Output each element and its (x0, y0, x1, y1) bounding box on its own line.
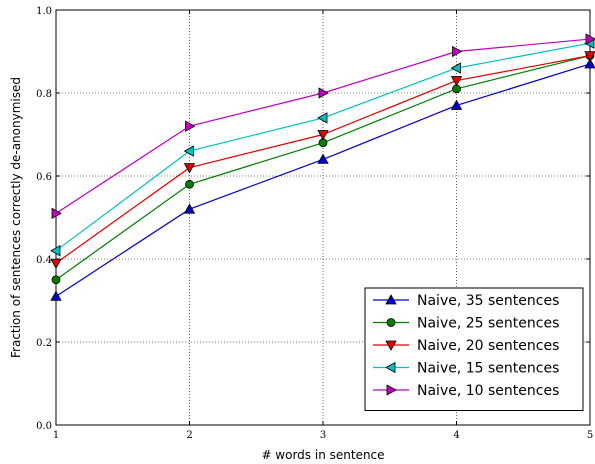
data-point (584, 58, 595, 69)
data-point (185, 179, 194, 189)
legend-entry: Naive, 10 sentences (373, 383, 559, 399)
legend-entry: Naive, 20 sentences (373, 338, 559, 354)
legend-label: Naive, 10 sentences (417, 383, 559, 399)
data-point (50, 290, 62, 301)
data-point (584, 51, 595, 62)
data-point (50, 245, 61, 257)
legend-marker (386, 318, 396, 327)
data-point (585, 33, 595, 45)
x-tick-label: 3 (320, 430, 326, 441)
legend-entry: Naive, 35 sentences (373, 293, 559, 309)
ticks: 1 2 3 4 5 0.0 0.2 0.4 0.6 0.8 1.0 (36, 6, 593, 441)
y-tick-label: 0.2 (36, 338, 52, 349)
data-point (452, 45, 463, 58)
legend-label: Naive, 25 sentences (417, 316, 559, 332)
data-point (317, 153, 329, 164)
x-tick-label: 1 (53, 430, 59, 441)
series-line (55, 63, 591, 297)
legend-marker (385, 294, 397, 305)
series-layer (50, 33, 595, 301)
y-axis-label: Fraction of sentences correctly de-anony… (9, 77, 23, 358)
data-point (185, 120, 196, 132)
data-point (183, 203, 196, 214)
x-tick-label: 4 (453, 430, 459, 441)
series-3 (50, 51, 595, 269)
legend-entry: Naive, 15 sentences (373, 361, 559, 377)
legend-label: Naive, 20 sentences (417, 338, 559, 354)
legend-marker (385, 361, 396, 374)
data-point (317, 112, 328, 124)
data-point (318, 87, 329, 99)
legend-marker (386, 384, 397, 396)
series-2 (51, 51, 595, 285)
y-tick-label: 1.0 (36, 6, 52, 17)
data-point (317, 130, 329, 141)
data-point (50, 258, 62, 269)
legend-label: Naive, 35 sentences (417, 293, 559, 309)
data-point (450, 99, 463, 110)
series-1 (50, 58, 595, 301)
legend-entry: Naive, 25 sentences (373, 316, 559, 332)
series-5 (51, 33, 595, 220)
x-axis-label: # words in sentence (261, 448, 384, 462)
x-tick-label: 2 (186, 430, 192, 441)
y-tick-label: 0.4 (36, 255, 52, 266)
x-tick-label: 5 (587, 430, 593, 441)
legend-label: Naive, 15 sentences (417, 361, 559, 377)
legend-marker (385, 340, 397, 351)
data-point (450, 62, 461, 74)
data-point (51, 207, 62, 220)
y-tick-label: 0.8 (36, 89, 52, 100)
y-tick-label: 0.0 (36, 421, 52, 432)
legend: Naive, 35 sentences Naive, 25 sentences Na… (364, 287, 584, 411)
data-point (450, 76, 463, 87)
y-tick-label: 0.6 (36, 172, 52, 183)
data-point (51, 275, 61, 285)
data-point (183, 145, 194, 157)
data-point (183, 163, 196, 174)
